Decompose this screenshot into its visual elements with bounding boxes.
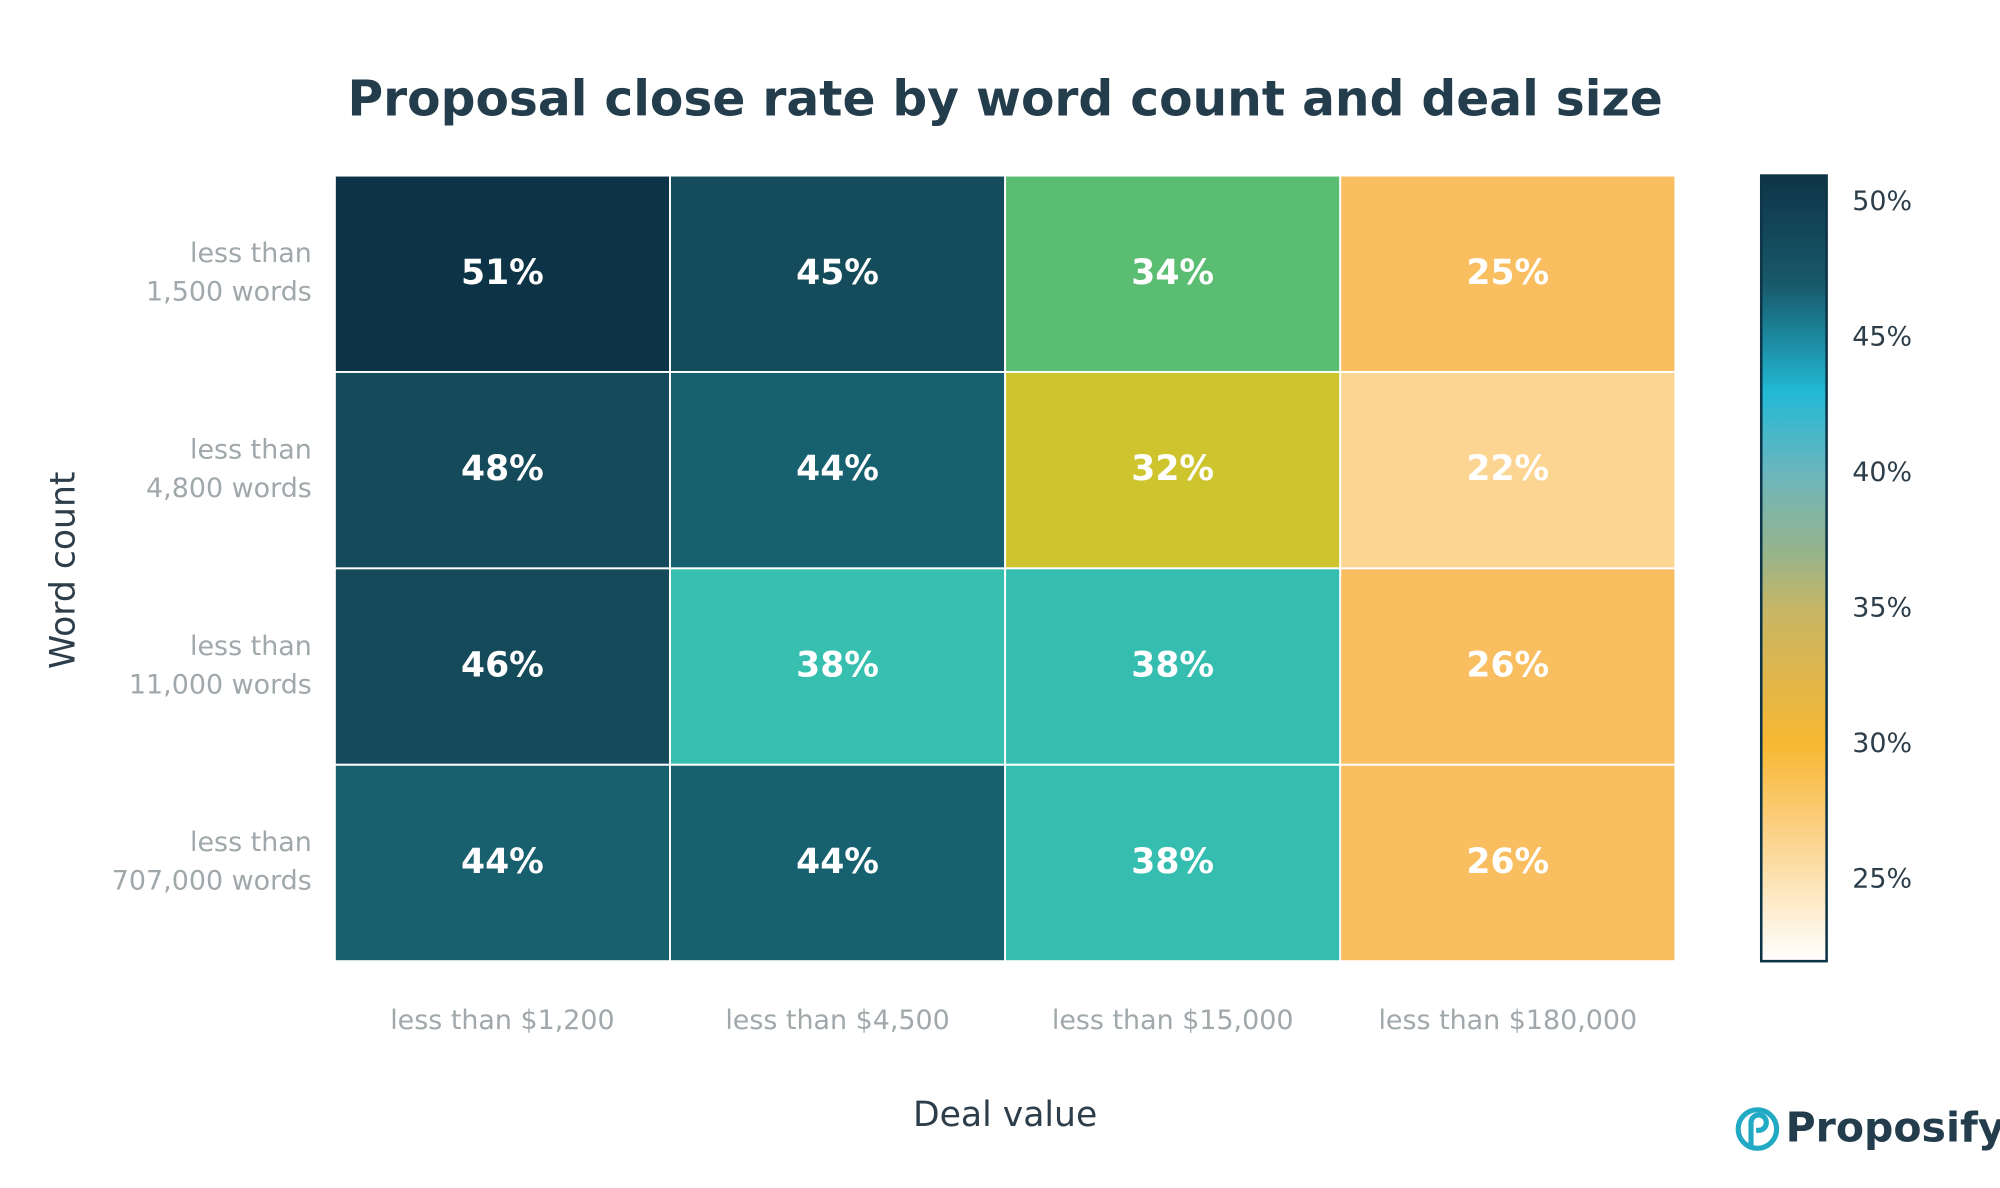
heatmap-cell [1339,174,1677,373]
cell-value-label: 26% [1466,842,1549,882]
heatmap-cell [1339,371,1677,570]
cell-value-label: 25% [1466,253,1549,293]
x-tick-label: less than $180,000 [1378,1005,1637,1036]
cell-value-label: 38% [1131,842,1214,882]
cell-value-label: 38% [796,646,879,686]
heatmap-cell [669,371,1007,570]
heatmap-cell [1004,174,1342,373]
heatmap-cell [669,174,1007,373]
heatmap-cell [1339,763,1677,963]
heatmap-cell [1004,371,1342,570]
y-tick-label: 11,000 words [129,669,312,700]
cell-value-label: 26% [1466,646,1549,686]
colorbar-tick-label: 30% [1852,728,1912,759]
cell-value-label: 22% [1466,449,1549,489]
x-tick-label: less than $4,500 [725,1005,949,1036]
cell-value-label: 46% [461,646,544,686]
cell-value-label: 45% [796,253,879,293]
cell-value-label: 48% [461,449,544,489]
cell-value-label: 44% [796,449,879,489]
colorbar-tick-label: 25% [1852,863,1912,894]
logo-icon-p [1748,1112,1769,1149]
cell-value-label: 34% [1131,253,1214,293]
colorbar-tick-label: 45% [1852,322,1912,353]
y-tick-label: 707,000 words [112,866,312,897]
heatmap-cell [333,567,671,766]
x-tick-label: less than $1,200 [390,1005,614,1036]
chart-title: Proposal close rate by word count and de… [347,72,1662,128]
colorbar-tick-label: 40% [1852,457,1912,488]
colorbar [1759,174,1828,963]
heatmap-cell [333,763,671,963]
heatmap-cell [669,763,1007,963]
y-tick-label: less than [190,827,312,858]
x-tick-label: less than $15,000 [1052,1005,1294,1036]
cell-value-label: 44% [461,842,544,882]
heatmap-cell [1339,567,1677,766]
y-tick-label: less than [190,631,312,662]
cell-value-label: 38% [1131,646,1214,686]
colorbar-tick-label: 35% [1852,593,1912,624]
logo-icon [1735,1107,1780,1151]
y-tick-label: less than [190,434,312,465]
heatmap-cell [1004,763,1342,963]
cell-value-label: 51% [461,253,544,293]
cell-value-label: 44% [796,842,879,882]
x-axis-label: Deal value [913,1095,1097,1135]
y-tick-label: 1,500 words [146,276,312,307]
logo: Proposify [1735,1103,2000,1151]
heatmap-cell [669,567,1007,766]
y-axis-label: Word count [43,472,83,670]
cell-value-label: 32% [1131,449,1214,489]
y-tick-label: less than [190,238,312,269]
heatmap-cell [333,174,671,373]
logo-text: Proposify [1786,1103,2000,1151]
colorbar-tick-label: 50% [1852,186,1912,217]
y-tick-label: 4,800 words [146,473,312,504]
heatmap-cell [1004,567,1342,766]
